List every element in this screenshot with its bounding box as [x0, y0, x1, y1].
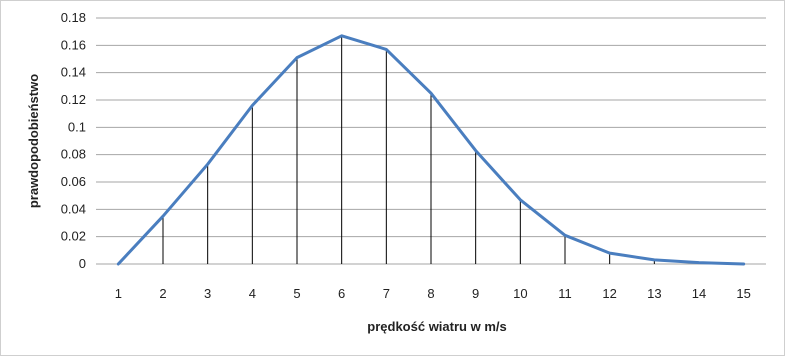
x-tick-label: 15 — [736, 286, 750, 301]
series-line — [116, 34, 746, 266]
x-tick-label: 9 — [472, 286, 479, 301]
x-tick-label: 8 — [427, 286, 434, 301]
x-tick-label: 13 — [647, 286, 661, 301]
x-tick-label: 12 — [602, 286, 616, 301]
x-axis-ticks: 1 2 3 4 5 6 7 8 9 10 11 12 13 14 15 — [115, 286, 751, 301]
x-tick-label: 6 — [338, 286, 345, 301]
x-tick-label: 1 — [115, 286, 122, 301]
x-tick-label: 2 — [159, 286, 166, 301]
x-tick-label: 4 — [249, 286, 256, 301]
y-tick-label: 0.02 — [61, 229, 86, 244]
x-tick-label: 7 — [383, 286, 390, 301]
y-axis-ticks: 0 0.02 0.04 0.06 0.08 0.1 0.12 0.14 0.16 0.18 — [61, 10, 86, 271]
y-tick-label: 0.06 — [61, 174, 86, 189]
x-tick-label: 14 — [692, 286, 706, 301]
y-axis-label: prawdopodobieństwo — [26, 74, 41, 208]
y-tick-label: 0.04 — [61, 201, 86, 216]
y-tick-label: 0.18 — [61, 10, 86, 25]
x-tick-label: 5 — [293, 286, 300, 301]
x-tick-label: 11 — [558, 286, 572, 301]
y-tick-label: 0.1 — [68, 119, 86, 134]
y-tick-label: 0.14 — [61, 65, 86, 80]
x-tick-label: 3 — [204, 286, 211, 301]
drop-lines — [162, 35, 700, 264]
series-group — [116, 34, 746, 266]
y-tick-label: 0.12 — [61, 92, 86, 107]
y-tick-label: 0 — [79, 256, 86, 271]
y-tick-label: 0.16 — [61, 37, 86, 52]
x-axis-label: prędkość wiatru w m/s — [367, 319, 506, 334]
y-tick-label: 0.08 — [61, 147, 86, 162]
x-tick-label: 10 — [513, 286, 527, 301]
